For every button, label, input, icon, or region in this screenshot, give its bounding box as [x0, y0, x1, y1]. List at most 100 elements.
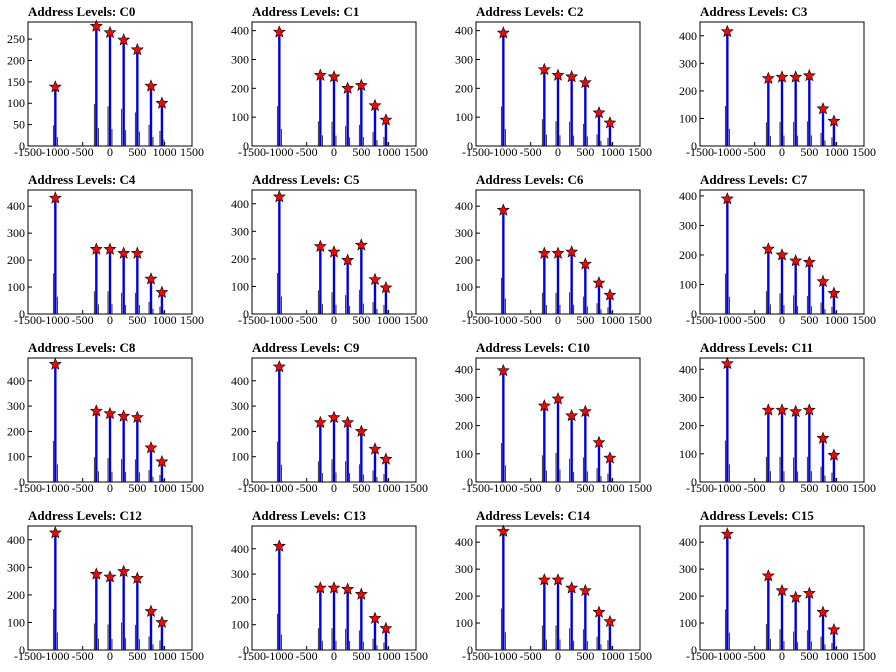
plot-svg: 0 100 200 300 400 -1500 -1000 -500 0 500 1000 1500 [7, 189, 204, 327]
peak-marker [720, 24, 734, 38]
peak-marker [603, 116, 617, 129]
bar [808, 410, 811, 482]
chart-panel-0: Address Levels: C0 0 50 100 150 200 250 -1500 -1… [0, 0, 224, 168]
bar [556, 579, 560, 650]
y-tick-label: 300 [679, 218, 697, 232]
x-tick-label: 1000 [377, 145, 401, 159]
bar [54, 364, 57, 482]
bar [543, 69, 546, 146]
bar [780, 410, 784, 482]
peak-marker [789, 404, 803, 418]
x-tick-label: 0 [107, 481, 113, 495]
y-tick-label: 300 [455, 226, 473, 240]
chart-title: Address Levels: C14 [476, 508, 590, 523]
bar [570, 415, 573, 482]
y-tick-label: 200 [679, 84, 697, 98]
x-tick-label: -500 [744, 481, 766, 495]
y-tick-label: 200 [231, 424, 249, 438]
x-tick-label: 0 [779, 481, 785, 495]
peak-marker [592, 435, 606, 449]
bar [780, 590, 784, 650]
chart-panel-15: Address Levels: C15 0 100 200 300 400 -1500 -10… [672, 504, 896, 672]
bar [108, 413, 112, 482]
x-tick-label: 0 [331, 313, 337, 327]
y-tick-label: 0 [691, 643, 697, 657]
bar [821, 612, 825, 650]
y-tick-label: 100 [679, 447, 697, 461]
peak-marker [761, 71, 775, 84]
chart-panel-8: Address Levels: C8 0 100 200 300 400 -1500 -100… [0, 336, 224, 504]
x-tick-label: 0 [779, 313, 785, 327]
peak-marker [761, 242, 775, 255]
peak-marker [816, 605, 830, 618]
bar [543, 405, 546, 482]
y-tick-label: 200 [7, 53, 25, 67]
x-tick-label: -500 [520, 145, 542, 159]
y-tick-label: 100 [231, 618, 249, 632]
bar [136, 49, 139, 146]
peak-marker [89, 19, 103, 32]
y-tick-label: 0 [467, 643, 473, 657]
y-tick-label: 200 [231, 81, 249, 95]
y-tick-label: 100 [231, 450, 249, 464]
bar [570, 252, 573, 314]
x-tick-label: -1500 [462, 145, 490, 159]
peak-marker [775, 583, 789, 597]
peak-marker [130, 571, 144, 584]
peak-marker [603, 451, 617, 464]
y-tick-label: 0 [691, 475, 697, 489]
bar [346, 422, 349, 482]
bar [821, 108, 825, 146]
bar [160, 103, 164, 146]
x-tick-label: 1000 [825, 145, 849, 159]
x-tick-label: -500 [72, 145, 94, 159]
x-tick-label: 0 [107, 649, 113, 663]
peak-marker [89, 242, 103, 255]
peak-marker [272, 360, 286, 373]
x-tick-label: 1000 [153, 481, 177, 495]
bar [584, 590, 587, 650]
y-tick-label: 400 [679, 362, 697, 376]
peak-marker [802, 403, 816, 416]
bar [780, 254, 784, 314]
x-tick-label: 1500 [852, 313, 876, 327]
peak-marker [379, 621, 393, 634]
x-tick-label: -1000 [713, 145, 741, 159]
y-tick-label: 400 [679, 535, 697, 549]
y-tick-label: 100 [455, 280, 473, 294]
x-tick-label: 1000 [377, 313, 401, 327]
bar [808, 593, 811, 650]
y-tick-label: 100 [231, 110, 249, 124]
peak-marker [327, 581, 341, 594]
x-tick-label: -1000 [489, 481, 517, 495]
x-tick-label: -500 [744, 649, 766, 663]
x-tick-label: -1000 [41, 145, 69, 159]
chart-title: Address Levels: C15 [700, 508, 814, 523]
peak-marker [272, 190, 286, 203]
peak-marker [144, 440, 158, 454]
x-tick-label: -500 [520, 649, 542, 663]
bar [384, 459, 388, 482]
bar [346, 260, 349, 314]
peak-marker [761, 403, 775, 416]
bar [149, 611, 153, 650]
bar [597, 612, 601, 650]
x-tick-label: 1500 [852, 481, 876, 495]
bar [136, 578, 139, 650]
bar [808, 262, 811, 314]
peak-marker [816, 101, 830, 115]
peak-marker [802, 586, 816, 599]
x-tick-label: -1500 [686, 313, 714, 327]
y-tick-label: 300 [679, 390, 697, 404]
x-tick-label: 500 [576, 649, 594, 663]
x-tick-label: -1500 [14, 649, 42, 663]
chart-title: Address Levels: C3 [700, 4, 808, 19]
x-tick-label: 1000 [377, 481, 401, 495]
x-tick-label: 500 [352, 313, 370, 327]
x-tick-label: -1500 [238, 481, 266, 495]
peak-marker [537, 246, 551, 259]
bar [821, 438, 825, 482]
y-tick-label: 300 [455, 390, 473, 404]
peak-marker [827, 114, 841, 127]
